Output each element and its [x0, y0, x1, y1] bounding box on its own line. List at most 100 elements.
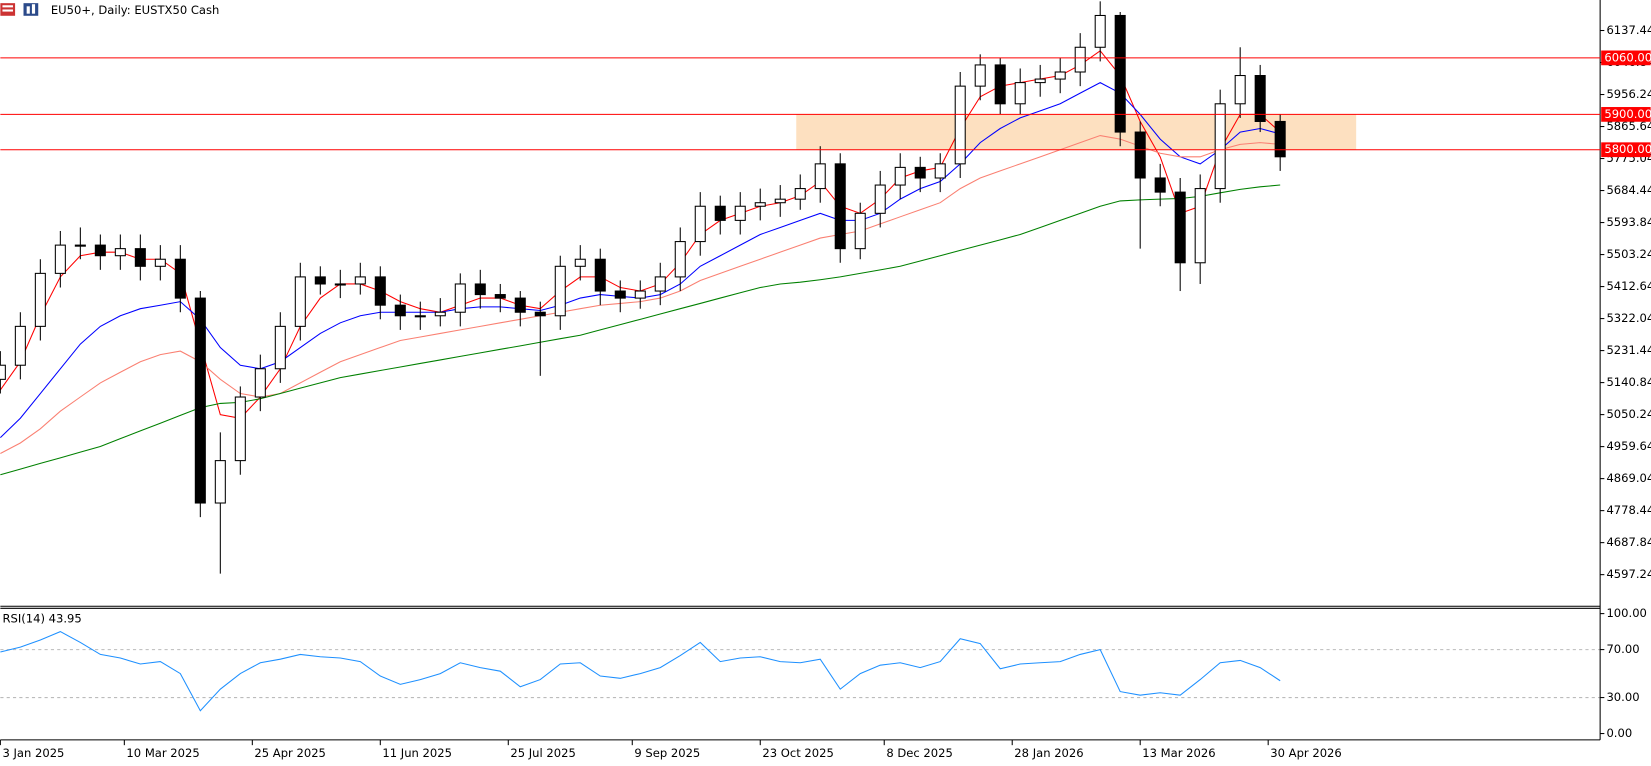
candle-body — [614, 290, 626, 299]
level-label-box — [1601, 107, 1651, 122]
level-label: 6060.00 — [1604, 50, 1651, 64]
candle — [1234, 47, 1246, 118]
candle-body — [1034, 78, 1046, 84]
candle — [534, 301, 546, 376]
candle — [954, 71, 966, 178]
candle — [114, 234, 126, 270]
candle-body — [334, 283, 346, 286]
level-label-box — [1601, 142, 1651, 158]
candle-body — [914, 166, 926, 179]
candle-body — [794, 188, 806, 200]
candle-body — [934, 163, 946, 179]
candle — [494, 283, 506, 313]
candle — [294, 262, 306, 341]
candle — [594, 248, 606, 306]
icon — [23, 3, 39, 16]
candle — [1114, 11, 1126, 147]
candle-body — [994, 64, 1006, 105]
plot-layer — [0, 1, 1601, 712]
candle-body — [434, 311, 446, 317]
level-label-box — [1601, 50, 1651, 66]
candle — [74, 227, 86, 260]
candle — [834, 153, 846, 263]
y-tick-label: 5593.84 — [1606, 215, 1651, 229]
candle-body — [954, 85, 966, 165]
y-tick-label: 6137.44 — [1606, 23, 1651, 37]
candle-body — [634, 290, 646, 299]
candle-body — [394, 304, 406, 317]
candle — [714, 195, 726, 235]
y-tick-label: 5865.64 — [1606, 119, 1651, 133]
icon — [31, 4, 36, 14]
candle-body — [114, 248, 126, 257]
candle — [1034, 64, 1046, 97]
candle — [1094, 1, 1106, 62]
candle — [34, 259, 46, 341]
candle-body — [414, 315, 426, 318]
candle-body — [834, 163, 846, 250]
candle — [794, 174, 806, 210]
candle — [354, 262, 366, 295]
candle — [1174, 177, 1186, 292]
rsi-title: RSI(14) 43.95 — [2, 611, 81, 625]
candle — [234, 386, 246, 475]
candle — [1154, 163, 1166, 207]
candle — [1134, 121, 1146, 249]
chart-title: EU50+, Daily: EUSTX50 Cash — [51, 3, 220, 17]
moving-average — [0, 184, 1281, 476]
candle-body — [734, 205, 746, 221]
candle-body — [0, 364, 6, 380]
candle-body — [534, 311, 546, 317]
candle — [334, 269, 346, 299]
candle — [634, 280, 646, 309]
candle-body — [54, 244, 66, 274]
x-tick-label: 25 Jul 2025 — [510, 746, 575, 760]
candle — [654, 262, 666, 306]
candle-body — [814, 163, 826, 190]
candle-body — [14, 325, 26, 366]
candle-body — [474, 283, 486, 296]
candle — [674, 227, 686, 292]
candle — [894, 153, 906, 200]
candle-body — [194, 297, 206, 504]
candle-body — [1014, 82, 1026, 105]
candle-body — [294, 276, 306, 327]
y-tick-label: 4597.24 — [1606, 567, 1651, 581]
candle — [554, 255, 566, 330]
candle-body — [514, 297, 526, 313]
candle-body — [1054, 71, 1066, 80]
x-tick-label: 25 Apr 2025 — [254, 746, 326, 760]
y-tick-label: 70.00 — [1606, 642, 1639, 656]
candle — [994, 57, 1006, 115]
candle — [194, 291, 206, 518]
x-tick-label: 3 Jan 2025 — [2, 746, 64, 760]
candle — [174, 245, 186, 313]
candle-body — [1134, 131, 1146, 179]
candle-body — [714, 205, 726, 221]
candle-body — [854, 212, 866, 250]
candle — [1274, 114, 1286, 171]
x-tick-label: 8 Dec 2025 — [886, 746, 953, 760]
candle — [614, 280, 626, 313]
candle — [474, 269, 486, 309]
candle — [434, 298, 446, 327]
candle — [1194, 174, 1206, 284]
candle-body — [554, 265, 566, 317]
candle-body — [1174, 191, 1186, 264]
candle-body — [254, 368, 266, 398]
x-tick-label: 9 Sep 2025 — [634, 746, 700, 760]
candle-body — [1194, 188, 1206, 264]
candle — [414, 301, 426, 330]
candle-body — [34, 272, 46, 327]
candle — [1254, 64, 1266, 133]
candle-body — [1214, 103, 1226, 190]
y-tick-label: 30.00 — [1606, 690, 1639, 704]
candle — [454, 273, 466, 327]
y-tick-label: 5231.44 — [1606, 343, 1651, 357]
y-tick-label: 5140.84 — [1606, 375, 1651, 389]
candle — [874, 170, 886, 228]
candle-body — [274, 325, 286, 370]
candle — [274, 312, 286, 383]
level-label: 5800.00 — [1604, 142, 1651, 156]
